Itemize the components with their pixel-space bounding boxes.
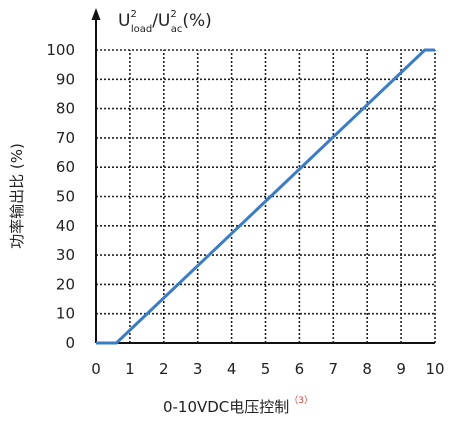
axes [91, 8, 435, 344]
y-tick-label: 0 [65, 334, 75, 352]
y-label-sub-1: load [131, 24, 152, 35]
y-label-sup-2: 2 [170, 9, 176, 20]
y-tick-label: 30 [56, 246, 75, 264]
y-label-unit: (%) [182, 11, 211, 31]
y-label-sub-2: ac [171, 24, 183, 35]
y-tick-label: 40 [56, 217, 75, 235]
y-tick-label: 90 [56, 70, 75, 88]
x-tick-label: 8 [362, 360, 372, 378]
x-tick-label: 2 [159, 360, 169, 378]
x-tick-label: 9 [396, 360, 406, 378]
series-group [96, 48, 435, 345]
y-tick-label: 10 [56, 305, 75, 323]
x-tick-label: 10 [425, 360, 444, 378]
y-tick-label: 50 [56, 188, 75, 206]
y-tick-label: 100 [46, 41, 75, 59]
y-label-sup-1: 2 [130, 9, 136, 20]
x-tick-label: 4 [227, 360, 237, 378]
x-tick-label: 3 [193, 360, 203, 378]
x-tick-label: 7 [329, 360, 339, 378]
x-axis-label: 0-10VDC电压控制（3） [163, 395, 313, 416]
y-tick-label: 80 [56, 100, 75, 118]
y-label-base: U [118, 11, 130, 31]
x-tick-label: 0 [91, 360, 101, 378]
y-tick-label: 20 [56, 275, 75, 293]
x-label-note: （3） [289, 395, 313, 406]
x-label-text: 0-10VDC电压控制 [163, 398, 289, 416]
y-label-slash: /U [152, 11, 170, 31]
y-axis-side-label: 功率输出比 (%) [8, 143, 26, 249]
y-tick-label: 60 [56, 158, 75, 176]
y-tick-label: 70 [56, 129, 75, 147]
series-line [96, 48, 435, 345]
y-axis-top-label: U2 load/U2 ac(%) [118, 9, 212, 35]
x-tick-label: 5 [261, 360, 271, 378]
grid [96, 49, 436, 343]
x-tick-label: 1 [125, 360, 135, 378]
y-axis-arrow-icon [91, 8, 101, 20]
x-tick-label: 6 [295, 360, 305, 378]
